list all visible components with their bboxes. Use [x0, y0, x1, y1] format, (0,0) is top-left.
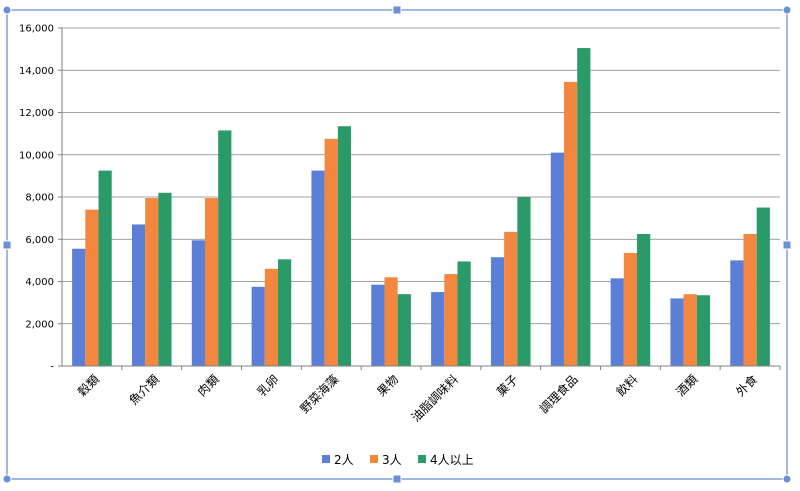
- legend-swatch: [322, 455, 330, 463]
- legend-label: 2人: [334, 453, 354, 467]
- bar-2: [743, 233, 757, 366]
- x-category-label: 調理食品: [536, 372, 581, 417]
- legend-label: 4人以上: [430, 453, 474, 467]
- y-tick-label: 12,000: [19, 108, 54, 119]
- y-tick-label: 2,000: [25, 319, 54, 330]
- bars: [72, 48, 770, 367]
- x-category-label: 穀類: [75, 372, 102, 399]
- bar-2: [623, 252, 638, 366]
- resize-handle[interactable]: [782, 240, 792, 250]
- bar-1: [431, 292, 445, 366]
- legend-swatch: [370, 455, 378, 463]
- bar-1: [251, 286, 265, 366]
- bar-2: [324, 138, 338, 366]
- x-axis-categories: 穀類 魚介類 肉類 乳卵 野菜海藻 果物 油脂調味料 菓子 調理食品 飲料 酒類 外食: [75, 372, 760, 425]
- resize-handle[interactable]: [782, 474, 792, 484]
- bar-3: [637, 233, 651, 366]
- bar-2: [504, 231, 518, 366]
- bar-3: [457, 261, 471, 366]
- y-axis-ticks: - 2,000 4,000 6,000 8,000 10,000 12,000 14,000 1…: [19, 24, 62, 373]
- y-tick-label: 4,000: [25, 277, 54, 288]
- bar-3: [517, 197, 531, 366]
- bar-3: [577, 48, 591, 366]
- resize-handles[interactable]: [2, 5, 792, 484]
- bar-3: [278, 259, 292, 366]
- y-tick-label: 16,000: [19, 24, 54, 35]
- bar-3: [696, 295, 711, 366]
- bar-3: [756, 207, 770, 366]
- x-category-label: 外食: [733, 372, 761, 400]
- resize-handle[interactable]: [392, 5, 402, 15]
- x-category-label: 野菜海藻: [297, 372, 342, 417]
- bar-2: [444, 274, 458, 366]
- bar-1: [610, 278, 624, 366]
- bar-1: [490, 257, 505, 366]
- bar-2: [384, 277, 398, 366]
- y-tick-label: 6,000: [25, 235, 54, 246]
- legend: 2人 3人 4人以上: [322, 453, 474, 467]
- y-tick-label: 10,000: [19, 150, 54, 161]
- y-tick-label: 14,000: [19, 66, 54, 77]
- x-category-label: 酒類: [673, 372, 700, 399]
- y-tick-label: 8,000: [25, 193, 54, 204]
- bar-2: [204, 198, 219, 366]
- bar-3: [158, 192, 172, 366]
- resize-handle[interactable]: [2, 474, 12, 484]
- bar-1: [550, 152, 564, 366]
- bar-2: [145, 198, 159, 366]
- bar-1: [371, 284, 385, 366]
- bar-1: [730, 260, 744, 366]
- bar-3: [218, 130, 232, 366]
- resize-handle[interactable]: [392, 474, 402, 484]
- resize-handle[interactable]: [782, 5, 792, 15]
- legend-swatch: [418, 455, 426, 463]
- bar-1: [131, 224, 146, 366]
- x-category-label: 肉類: [195, 372, 222, 399]
- y-tick-label: -: [50, 362, 54, 373]
- legend-label: 3人: [382, 453, 402, 467]
- bar-3: [397, 294, 411, 366]
- x-category-label: 乳卵: [255, 372, 282, 399]
- bar-2: [563, 81, 578, 367]
- bar-2: [85, 209, 99, 366]
- bar-1: [191, 240, 205, 366]
- selection-frame: [6, 9, 788, 480]
- bar-2: [683, 294, 697, 366]
- resize-handle[interactable]: [2, 5, 12, 15]
- x-category-label: 魚介類: [127, 372, 162, 407]
- bar-1: [72, 248, 86, 366]
- bar-1: [670, 298, 684, 366]
- x-category-label: 油脂調味料: [408, 372, 461, 425]
- x-category-label: 菓子: [494, 372, 521, 399]
- x-category-label: 果物: [374, 372, 401, 399]
- bar-3: [98, 170, 112, 366]
- x-category-label: 飲料: [613, 372, 641, 400]
- bar-3: [337, 126, 352, 366]
- chart-border: [6, 9, 788, 480]
- resize-handle[interactable]: [2, 240, 12, 250]
- bar-1: [311, 170, 325, 366]
- gridlines: [62, 27, 780, 325]
- bar-2: [264, 268, 279, 366]
